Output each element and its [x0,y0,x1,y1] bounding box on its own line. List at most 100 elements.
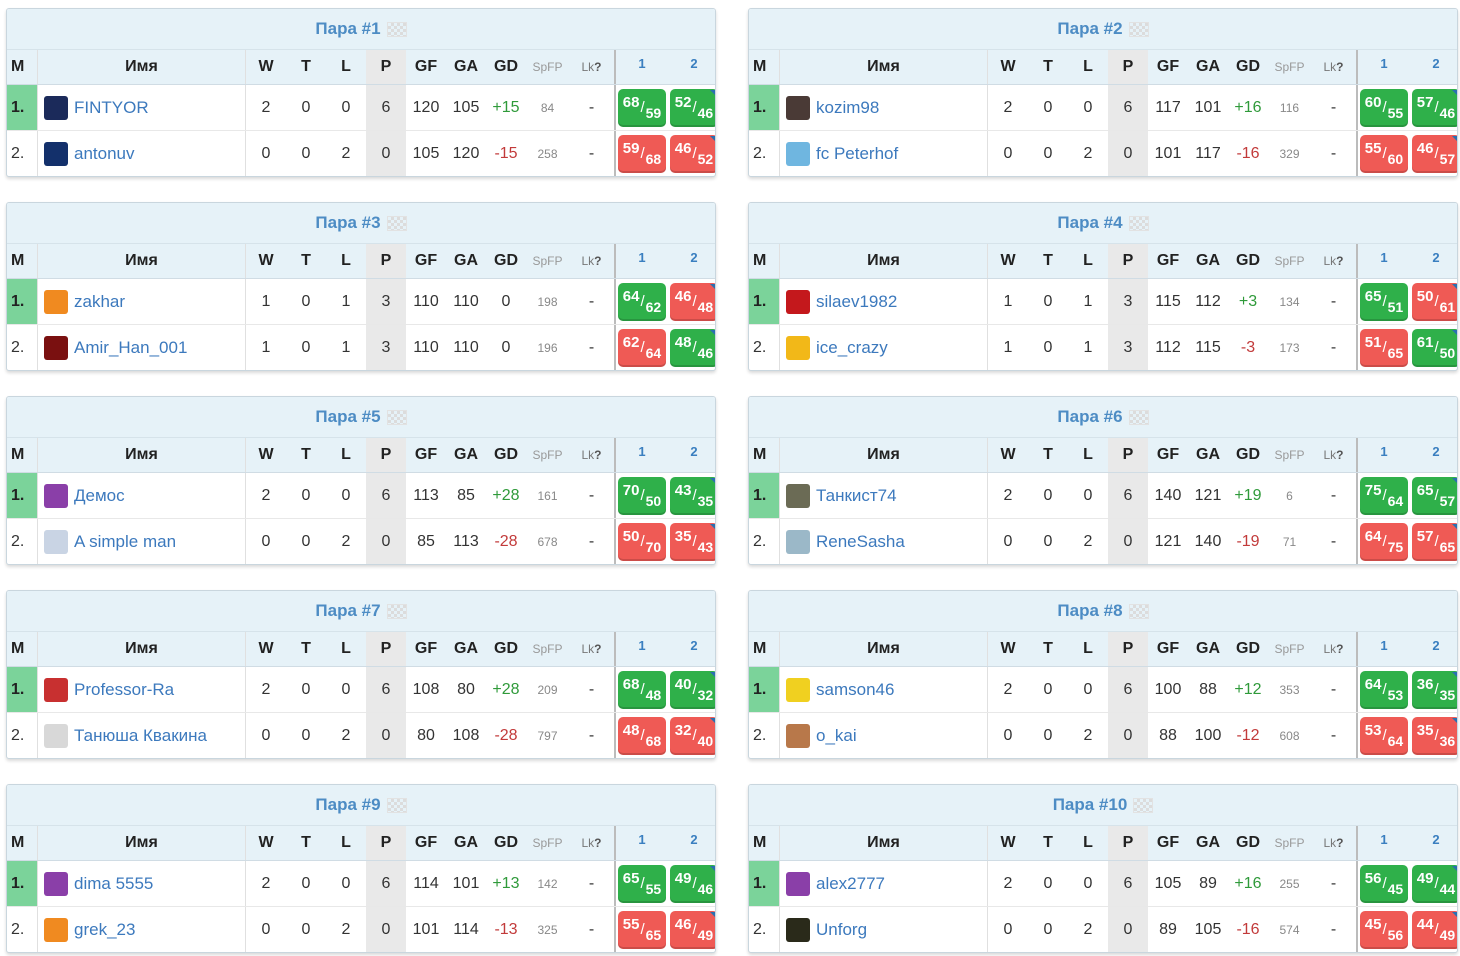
player-name-link[interactable]: dima 5555 [74,873,154,893]
avatar[interactable] [44,917,68,942]
help-icon[interactable]: ? [1336,836,1344,850]
avatar[interactable] [44,483,68,508]
avatar[interactable] [786,289,810,314]
game-2-score-button[interactable]: 46/52 [670,134,715,173]
avatar[interactable] [44,871,68,896]
pair-title[interactable]: Пара #7 [315,601,381,620]
game-1-score-button[interactable]: 75/64 [1360,476,1408,515]
player-name-link[interactable]: antonuv [74,143,135,163]
game-1-score-button[interactable]: 55/60 [1360,134,1408,173]
pair-title[interactable]: Пара #10 [1052,795,1128,814]
game-1-score-button[interactable]: 55/65 [618,910,666,949]
game-2-score-button[interactable]: 50/61 [1412,282,1457,321]
player-name-link[interactable]: Демос [74,485,125,505]
help-icon[interactable]: ? [1336,642,1344,656]
header-game-2[interactable]: 2 [1432,250,1440,265]
player-name-link[interactable]: kozim98 [816,97,880,117]
avatar[interactable] [786,141,810,166]
game-1-score-button[interactable]: 50/70 [618,522,666,561]
player-name-link[interactable]: alex2777 [816,873,886,893]
header-game-1[interactable]: 1 [1356,826,1410,860]
game-2-score-button[interactable]: 49/44 [1412,864,1457,903]
player-name-link[interactable]: fc Peterhof [816,143,899,163]
help-icon[interactable]: ? [1336,448,1344,462]
player-name-link[interactable]: FINTYOR [74,97,149,117]
pair-title[interactable]: Пара #8 [1057,601,1123,620]
game-2-score-button[interactable]: 40/32 [670,670,715,709]
avatar[interactable] [786,335,810,360]
pair-title[interactable]: Пара #3 [315,213,381,232]
game-2-score-button[interactable]: 35/36 [1412,716,1457,755]
player-name-link[interactable]: samson46 [816,679,895,699]
game-2-score-button[interactable]: 44/49 [1412,910,1457,949]
header-game-1[interactable]: 1 [614,826,668,860]
help-icon[interactable]: ? [594,448,602,462]
help-icon[interactable]: ? [594,60,602,74]
header-game-1[interactable]: 1 [614,438,668,472]
game-1-score-button[interactable]: 64/53 [1360,670,1408,709]
game-2-score-button[interactable]: 46/49 [670,910,715,949]
avatar[interactable] [44,677,68,702]
game-2-score-button[interactable]: 65/57 [1412,476,1457,515]
game-1-score-button[interactable]: 62/64 [618,328,666,367]
header-game-2[interactable]: 2 [1432,444,1440,459]
player-name-link[interactable]: Танюша Квакина [74,725,208,745]
game-1-score-button[interactable]: 53/64 [1360,716,1408,755]
header-game-1[interactable]: 1 [1356,50,1410,84]
player-name-link[interactable]: ReneSasha [816,531,905,551]
avatar[interactable] [44,289,68,314]
header-game-2[interactable]: 2 [690,444,698,459]
header-game-1[interactable]: 1 [614,244,668,278]
avatar[interactable] [44,95,68,120]
avatar[interactable] [786,677,810,702]
help-icon[interactable]: ? [1336,254,1344,268]
player-name-link[interactable]: o_kai [816,725,857,745]
game-2-score-button[interactable]: 35/43 [670,522,715,561]
header-game-2[interactable]: 2 [1432,832,1440,847]
help-icon[interactable]: ? [594,254,602,268]
game-2-score-button[interactable]: 32/40 [670,716,715,755]
avatar[interactable] [786,723,810,748]
player-name-link[interactable]: Amir_Han_001 [74,337,188,357]
game-1-score-button[interactable]: 64/75 [1360,522,1408,561]
game-1-score-button[interactable]: 70/50 [618,476,666,515]
pair-title[interactable]: Пара #1 [315,19,381,38]
avatar[interactable] [786,529,810,554]
game-2-score-button[interactable]: 36/35 [1412,670,1457,709]
header-game-1[interactable]: 1 [1356,632,1410,666]
game-2-score-button[interactable]: 57/46 [1412,88,1457,127]
avatar[interactable] [786,917,810,942]
header-game-2[interactable]: 2 [690,56,698,71]
player-name-link[interactable]: grek_23 [74,919,136,939]
header-game-1[interactable]: 1 [614,50,668,84]
game-2-score-button[interactable]: 46/57 [1412,134,1457,173]
header-game-2[interactable]: 2 [1432,638,1440,653]
header-game-1[interactable]: 1 [614,632,668,666]
pair-title[interactable]: Пара #4 [1057,213,1123,232]
help-icon[interactable]: ? [594,836,602,850]
pair-title[interactable]: Пара #2 [1057,19,1123,38]
game-1-score-button[interactable]: 51/65 [1360,328,1408,367]
game-2-score-button[interactable]: 57/65 [1412,522,1457,561]
game-1-score-button[interactable]: 60/55 [1360,88,1408,127]
header-game-2[interactable]: 2 [690,250,698,265]
help-icon[interactable]: ? [594,642,602,656]
header-game-2[interactable]: 2 [1432,56,1440,71]
game-2-score-button[interactable]: 61/50 [1412,328,1457,367]
header-game-2[interactable]: 2 [690,638,698,653]
player-name-link[interactable]: Танкист74 [816,485,897,505]
game-2-score-button[interactable]: 43/35 [670,476,715,515]
pair-title[interactable]: Пара #6 [1057,407,1123,426]
player-name-link[interactable]: A simple man [74,531,177,551]
game-1-score-button[interactable]: 65/51 [1360,282,1408,321]
game-1-score-button[interactable]: 45/56 [1360,910,1408,949]
pair-title[interactable]: Пара #9 [315,795,381,814]
player-name-link[interactable]: Unforg [816,919,868,939]
player-name-link[interactable]: ice_crazy [816,337,888,357]
game-1-score-button[interactable]: 65/55 [618,864,666,903]
game-1-score-button[interactable]: 59/68 [618,134,666,173]
game-2-score-button[interactable]: 49/46 [670,864,715,903]
player-name-link[interactable]: silaev1982 [816,291,898,311]
player-name-link[interactable]: Professor-Ra [74,679,175,699]
avatar[interactable] [44,141,68,166]
